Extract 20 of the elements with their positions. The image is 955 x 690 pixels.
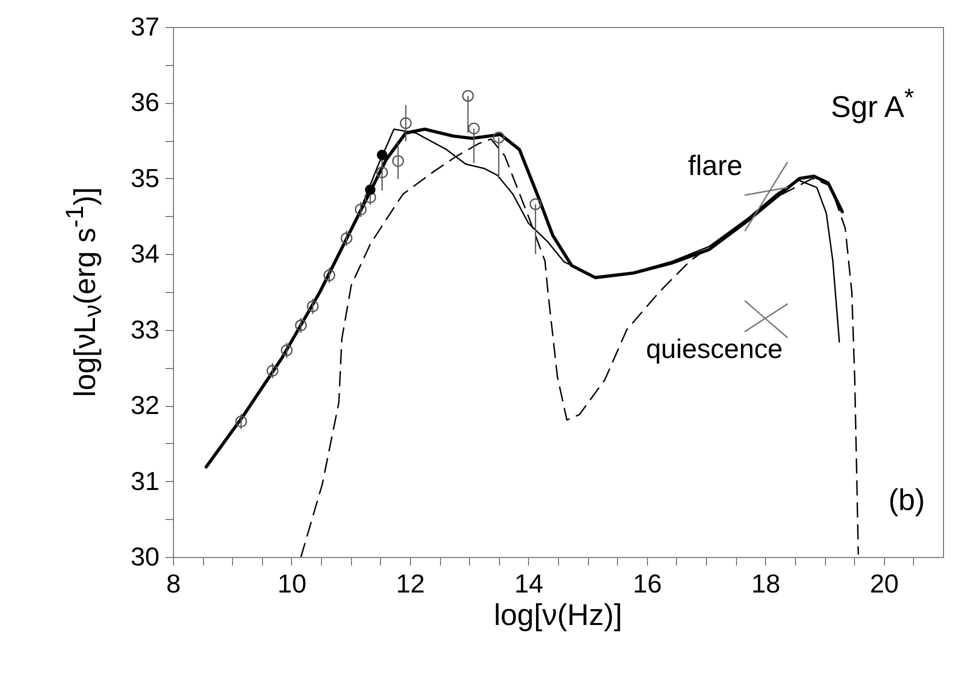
y-tick-label: 31: [130, 466, 160, 496]
y-tick-label: 33: [130, 314, 160, 344]
annotation: quiescence: [646, 334, 783, 365]
y-tick-label: 32: [130, 390, 160, 420]
annotation: Sgr A$^{*}$: [830, 84, 914, 125]
y-tick-label: 36: [130, 87, 160, 118]
x-tick-label: 18: [751, 568, 780, 598]
x-tick-label: 14: [514, 568, 544, 598]
x-tick-label: 12: [396, 568, 425, 598]
x-tick-label: 16: [632, 568, 662, 598]
x-tick-label: 20: [870, 568, 899, 598]
y-tick-label: 34: [130, 238, 160, 269]
x-tick-label: 8: [166, 568, 181, 598]
y-tick-label: 35: [130, 162, 160, 193]
y-tick-label: 37: [130, 12, 160, 42]
y-tick-label: 30: [130, 542, 160, 572]
x-axis-title: log[ν(Hz)]: [492, 599, 624, 633]
annotation: (b): [888, 484, 925, 518]
annotation: flare: [688, 150, 742, 182]
x-tick-label: 10: [278, 568, 306, 598]
